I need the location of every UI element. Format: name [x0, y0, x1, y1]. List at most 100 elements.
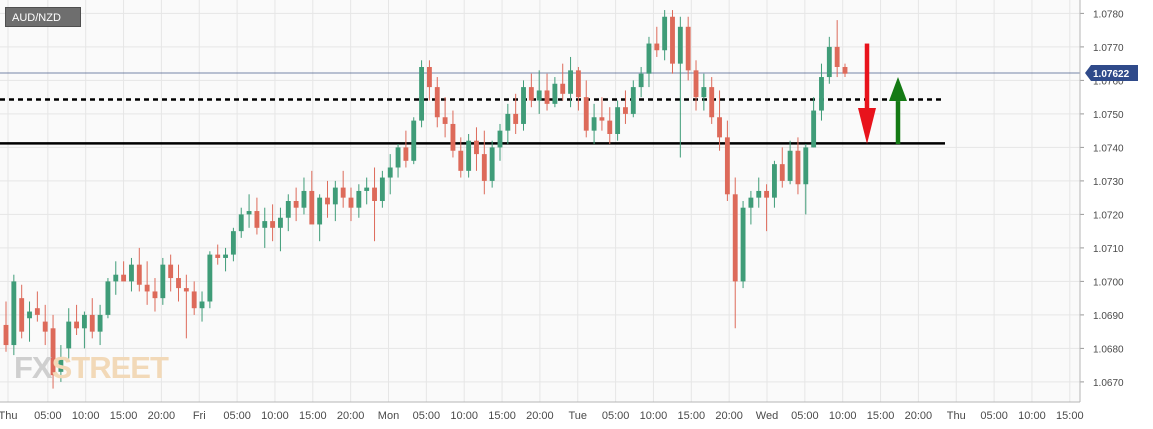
- candle-body: [3, 324, 9, 346]
- y-tick-label: 1.0680: [1093, 344, 1124, 355]
- candle-body: [89, 314, 95, 332]
- candle-body: [505, 113, 511, 131]
- candle-body: [34, 308, 40, 315]
- candle-body: [426, 67, 432, 88]
- candle-body: [709, 87, 715, 118]
- y-tick-label: 1.0670: [1093, 378, 1124, 389]
- candle-body: [466, 140, 472, 171]
- candle-body: [521, 87, 526, 124]
- grid: [0, 0, 1080, 402]
- candle-body: [662, 16, 668, 51]
- candle-body: [474, 140, 479, 155]
- candle-body: [176, 278, 181, 289]
- candle-body: [278, 217, 283, 228]
- candle-body: [230, 231, 236, 255]
- candle-body: [513, 113, 519, 124]
- candle-body: [246, 211, 252, 215]
- candle-body: [207, 254, 213, 302]
- candle-body: [254, 211, 260, 228]
- x-tick-label: 10:00: [640, 410, 668, 422]
- candle-body: [403, 147, 409, 161]
- candle-body: [74, 321, 80, 329]
- candle-body: [379, 177, 385, 201]
- candle-body: [325, 197, 330, 205]
- candle-body: [356, 190, 362, 208]
- candle-body: [826, 46, 832, 78]
- candle-body: [215, 254, 221, 258]
- y-axis: 1.0780 1.0770 1.0760 1.0750 1.0740 1.0730 1.07…: [1079, 0, 1138, 402]
- candle-body: [685, 26, 691, 71]
- x-tick-label: 05:00: [791, 410, 819, 422]
- candle-body: [568, 70, 573, 94]
- x-tick-label: Wed: [756, 410, 778, 422]
- x-tick-label: 05:00: [413, 410, 441, 422]
- candle-body: [372, 187, 377, 201]
- y-tick-label: 1.0710: [1093, 244, 1124, 255]
- candle-body: [395, 147, 401, 168]
- candle-body: [317, 197, 323, 225]
- y-tick-label: 1.0770: [1093, 43, 1124, 54]
- candle-body: [638, 73, 644, 88]
- x-tick-label: 15:00: [1056, 410, 1084, 422]
- candle-body: [364, 187, 370, 191]
- candle-body: [66, 321, 72, 349]
- candle-body: [842, 67, 848, 74]
- candle-body: [528, 87, 534, 101]
- candle-body: [332, 187, 338, 205]
- candle-body: [450, 123, 456, 151]
- x-tick-label: 15:00: [488, 410, 516, 422]
- candle-body: [160, 264, 166, 299]
- candle-body: [152, 291, 158, 299]
- candle-body: [654, 43, 660, 51]
- candle-body: [623, 107, 628, 114]
- y-tick-label: 1.0780: [1093, 9, 1124, 20]
- x-tick-label: 15:00: [110, 410, 138, 422]
- candle-body: [764, 190, 770, 198]
- arrow-down-head: [858, 108, 876, 145]
- candle-body: [19, 298, 25, 332]
- candle-body: [701, 87, 707, 98]
- candle-body: [121, 274, 127, 282]
- y-tick-label: 1.0750: [1093, 110, 1124, 121]
- candle-body: [536, 90, 542, 101]
- y-tick-label: 1.0740: [1093, 143, 1124, 154]
- candle-body: [113, 274, 119, 282]
- candle-body: [191, 291, 197, 309]
- candle-body: [199, 301, 205, 309]
- candle-body: [779, 164, 785, 181]
- candle-body: [442, 117, 448, 124]
- candle-body: [458, 150, 464, 171]
- candle-body: [489, 147, 495, 181]
- candle-body: [732, 194, 738, 282]
- candle-body: [42, 321, 48, 332]
- candle-body: [560, 83, 566, 94]
- x-tick-label: 10:00: [450, 410, 478, 422]
- candle-body: [223, 254, 228, 258]
- candle-body: [811, 110, 817, 148]
- candle-body: [552, 83, 558, 104]
- x-tick-label: 05:00: [34, 410, 62, 422]
- y-tick-label: 1.0730: [1093, 177, 1124, 188]
- candle-body: [50, 328, 56, 376]
- arrows: [858, 43, 907, 145]
- candle-body: [262, 221, 268, 228]
- candle-body: [81, 314, 87, 329]
- candle-body: [771, 164, 777, 198]
- candle-body: [748, 197, 754, 208]
- x-tick-label: 20:00: [905, 410, 933, 422]
- symbol-label: AUD/NZD: [5, 7, 81, 27]
- x-tick-label: Fri: [193, 410, 206, 422]
- candle-body: [670, 16, 675, 64]
- y-tick-label: 1.0700: [1093, 277, 1124, 288]
- candle-body: [136, 264, 142, 285]
- candles: [3, 10, 848, 389]
- candle-body: [756, 190, 762, 198]
- candle-body: [583, 97, 589, 131]
- candle-body: [58, 358, 64, 372]
- x-tick-label: 10:00: [1018, 410, 1046, 422]
- candle-body: [646, 43, 652, 74]
- watermark-part1: FX: [14, 350, 53, 385]
- x-tick-label: Thu: [947, 410, 966, 422]
